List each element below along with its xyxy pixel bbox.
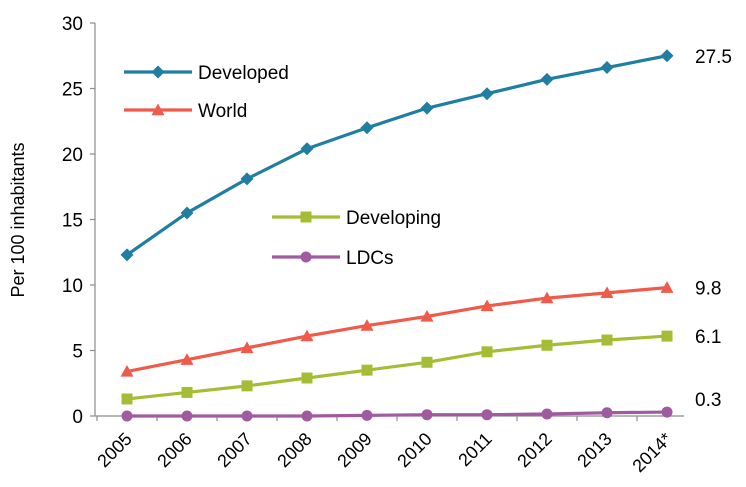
data-point xyxy=(421,356,433,368)
data-point xyxy=(300,142,314,156)
data-point xyxy=(660,49,674,63)
data-point xyxy=(360,319,374,331)
data-point xyxy=(601,407,613,419)
y-tick-label: 5 xyxy=(72,342,83,363)
data-point xyxy=(481,346,493,358)
legend-label: LDCs xyxy=(346,248,394,269)
data-point xyxy=(541,339,553,351)
y-tick-label: 10 xyxy=(62,276,83,297)
x-tick-label: 2011 xyxy=(454,429,496,471)
data-point xyxy=(421,409,433,421)
x-tick-label: 2014* xyxy=(628,429,675,476)
x-tick-label: 2012 xyxy=(513,429,555,471)
end-label-ldcs: 0.3 xyxy=(695,390,721,411)
data-point xyxy=(600,61,614,75)
x-tick-label: 2008 xyxy=(273,429,315,471)
data-point xyxy=(361,409,373,421)
data-point xyxy=(481,409,493,421)
series-developed xyxy=(120,49,674,262)
end-label-developed: 27.5 xyxy=(695,47,732,68)
series-line xyxy=(125,54,669,257)
data-point xyxy=(601,334,613,346)
data-point xyxy=(121,393,133,405)
x-tick-label: 2007 xyxy=(213,429,255,471)
y-tick-label: 15 xyxy=(62,211,83,232)
legend-item-developing: Developing xyxy=(272,208,441,229)
end-label-developing: 6.1 xyxy=(695,327,721,348)
data-point xyxy=(240,172,254,186)
data-point xyxy=(240,341,254,354)
x-tick-label: 2005 xyxy=(93,429,135,471)
data-point xyxy=(540,72,554,86)
x-tick-label: 2006 xyxy=(153,429,195,471)
axes: 0 5 10 15 20 25 30 2005 2006 2007 2008 2009 2010 2011… xyxy=(62,14,684,476)
legend-item-ldcs: LDCs xyxy=(272,248,394,269)
data-point xyxy=(180,353,194,365)
series-developing xyxy=(121,330,673,405)
data-point xyxy=(661,330,673,342)
data-point xyxy=(301,372,313,384)
data-point xyxy=(480,299,494,312)
data-point xyxy=(600,286,614,299)
data-point xyxy=(420,309,434,322)
data-point xyxy=(540,291,554,304)
data-point xyxy=(360,121,374,135)
data-point xyxy=(241,410,253,422)
data-point xyxy=(300,329,314,342)
data-point xyxy=(420,101,434,115)
y-tick-label: 20 xyxy=(62,145,83,166)
series-layer xyxy=(120,49,674,422)
data-point xyxy=(180,206,194,220)
data-point xyxy=(541,408,553,420)
legend-swatch-marker xyxy=(151,65,165,79)
x-tick-label: 2009 xyxy=(333,429,375,471)
legend-swatch-marker xyxy=(300,251,312,263)
y-axis-title: Per 100 inhabitants xyxy=(8,142,28,297)
data-point xyxy=(361,364,373,376)
legend-label: World xyxy=(198,101,247,122)
legend-item-world: World xyxy=(124,101,247,122)
data-point xyxy=(121,410,133,422)
legend-label: Developed xyxy=(198,63,289,84)
data-point xyxy=(241,380,253,392)
series-ldcs xyxy=(121,406,673,422)
x-tick-label: 2013 xyxy=(573,429,615,471)
y-tick-label: 30 xyxy=(62,14,83,35)
y-tick-label: 0 xyxy=(72,407,83,428)
x-tick-label: 2010 xyxy=(393,429,435,471)
series-line xyxy=(125,410,669,418)
legend-item-developed: Developed xyxy=(124,63,289,84)
legend-swatch-marker xyxy=(151,103,165,116)
series-line xyxy=(125,286,669,374)
data-point xyxy=(181,386,193,398)
legend-label: Developing xyxy=(346,208,441,229)
series-world xyxy=(120,281,674,377)
data-point xyxy=(480,87,494,101)
legend: Developed World Developing LDCs xyxy=(124,63,441,269)
data-point xyxy=(120,248,134,262)
data-point xyxy=(120,364,134,377)
series-line xyxy=(125,334,669,401)
data-point xyxy=(301,410,313,422)
end-labels: 27.5 9.8 6.1 0.3 xyxy=(695,47,732,411)
end-label-world: 9.8 xyxy=(695,279,721,300)
data-point xyxy=(661,406,673,418)
legend-swatch-marker xyxy=(300,211,312,223)
data-point xyxy=(181,410,193,422)
y-tick-label: 25 xyxy=(62,80,83,101)
data-point xyxy=(660,281,674,293)
